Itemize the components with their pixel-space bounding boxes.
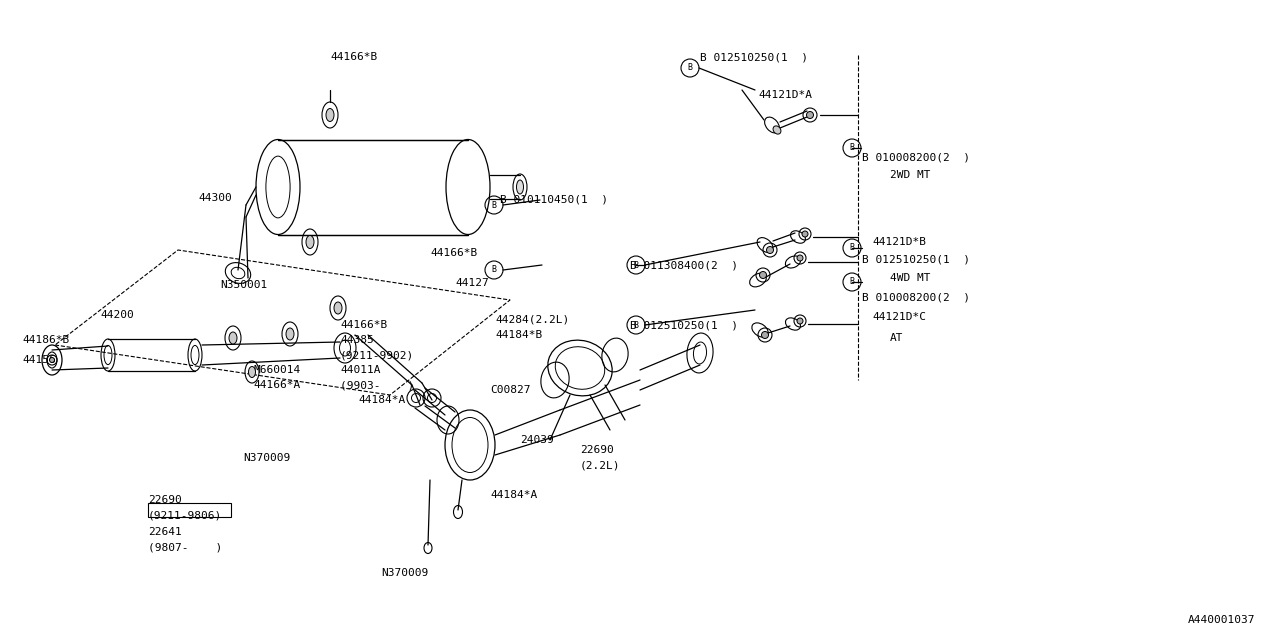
Circle shape [806,111,814,118]
Text: B 010110450(1  ): B 010110450(1 ) [500,195,608,205]
Text: 44166*A: 44166*A [253,380,301,390]
Text: 44011A: 44011A [340,365,380,375]
Text: 22690: 22690 [148,495,182,505]
Text: 44156: 44156 [22,355,56,365]
Text: N350001: N350001 [220,280,268,290]
Text: (9903-    ): (9903- ) [340,380,415,390]
Text: 44284(2.2L): 44284(2.2L) [495,315,570,325]
Text: 44121D*C: 44121D*C [872,312,925,322]
Ellipse shape [326,109,334,122]
Text: N370009: N370009 [381,568,429,578]
Ellipse shape [248,367,256,378]
Text: B 010008200(2  ): B 010008200(2 ) [861,292,970,302]
Text: B 012510250(1  ): B 012510250(1 ) [700,52,808,62]
Text: 44300: 44300 [198,193,232,203]
Text: 22690: 22690 [580,445,613,455]
Text: M660014: M660014 [253,365,301,375]
Ellipse shape [229,332,237,344]
Circle shape [762,332,768,339]
Text: B: B [850,243,855,253]
Ellipse shape [517,180,524,194]
Text: 44166*B: 44166*B [330,52,378,62]
Text: B: B [687,63,692,72]
Text: 44121D*B: 44121D*B [872,237,925,247]
Text: 44200: 44200 [100,310,133,320]
Circle shape [803,231,808,237]
Circle shape [797,255,803,261]
Text: 44186*B: 44186*B [22,335,69,345]
Text: (9211-9806): (9211-9806) [148,510,223,520]
Text: 44385: 44385 [340,335,374,345]
Text: 44166*B: 44166*B [340,320,388,330]
Circle shape [50,358,55,362]
Text: N370009: N370009 [243,453,291,463]
Ellipse shape [773,126,781,134]
Text: (9807-    ): (9807- ) [148,542,223,552]
Text: B: B [850,143,855,152]
Text: 44127: 44127 [454,278,489,288]
Text: 44121D*A: 44121D*A [758,90,812,100]
Text: 4WD MT: 4WD MT [890,273,931,283]
Text: A440001037: A440001037 [1188,615,1254,625]
Text: 44184*A: 44184*A [358,395,406,405]
Circle shape [759,271,767,278]
Text: B 011308400(2  ): B 011308400(2 ) [630,260,739,270]
Text: B: B [850,278,855,287]
Text: 44184*B: 44184*B [495,330,543,340]
Ellipse shape [306,236,314,248]
Text: B: B [634,260,639,269]
Text: 24039: 24039 [520,435,554,445]
Circle shape [797,318,803,324]
Text: 2WD MT: 2WD MT [890,170,931,180]
Text: AT: AT [890,333,904,343]
Text: B: B [634,321,639,330]
Circle shape [767,246,773,253]
Bar [148,503,230,517]
Text: B 012510250(1  ): B 012510250(1 ) [861,255,970,265]
Text: B 012510250(1  ): B 012510250(1 ) [630,320,739,330]
Ellipse shape [285,328,294,340]
Text: (9211-9902): (9211-9902) [340,350,415,360]
Text: 44184*A: 44184*A [490,490,538,500]
Text: B: B [492,200,497,209]
Text: B 010008200(2  ): B 010008200(2 ) [861,152,970,162]
Text: 22641: 22641 [148,527,182,537]
Ellipse shape [334,302,342,314]
Text: (2.2L): (2.2L) [580,460,621,470]
Text: 44166*B: 44166*B [430,248,477,258]
Text: B: B [492,266,497,275]
Text: C00827: C00827 [490,385,530,395]
